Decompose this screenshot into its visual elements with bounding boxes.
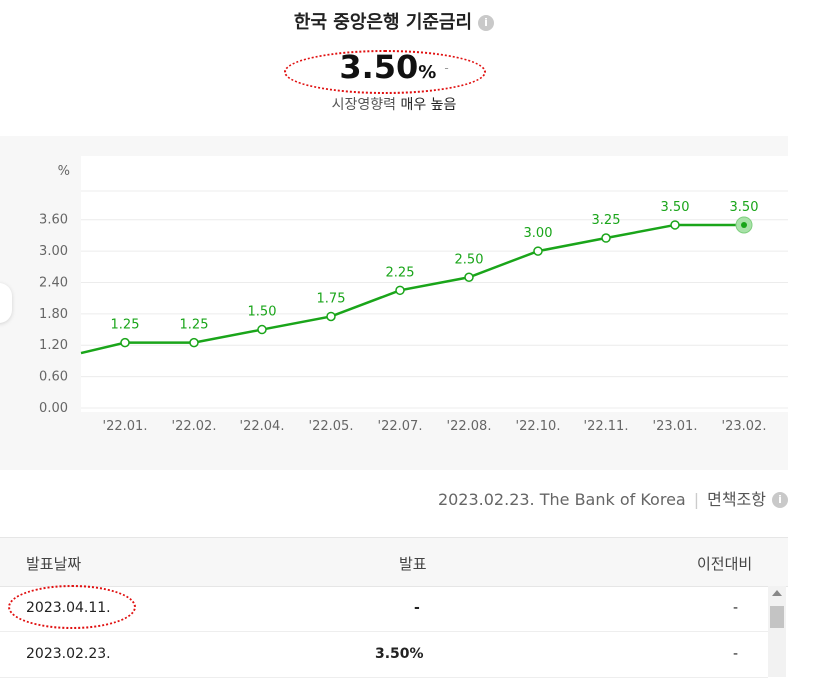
row-value: - xyxy=(414,600,420,616)
table-row[interactable]: 2023.04.11. - - xyxy=(0,586,768,632)
y-tick-label: 2.40 xyxy=(39,275,68,290)
current-rate: 3.50% - xyxy=(0,48,788,86)
header-date: 발표날짜 xyxy=(26,555,82,573)
scroll-thumb[interactable] xyxy=(770,606,784,628)
table-scrollbar[interactable] xyxy=(768,586,786,677)
x-tick-label: '22.02. xyxy=(172,419,217,434)
x-tick-label: '22.04. xyxy=(240,419,285,434)
data-point xyxy=(326,311,336,322)
disclaimer-link[interactable]: 면책조항 xyxy=(707,490,766,509)
rate-line-chart: 0.00 0.60 1.20 1.80 2.40 3.00 3.60% '22.01. '22.… xyxy=(39,156,788,434)
scroll-up-arrow-icon[interactable] xyxy=(772,590,782,596)
data-label: 1.25 xyxy=(111,318,140,333)
source-date: 2023.02.23. xyxy=(437,490,535,509)
row-value: 3.50% xyxy=(375,646,424,662)
x-tick-label: '22.10. xyxy=(516,419,561,434)
y-axis-label: % xyxy=(58,164,70,179)
y-tick-label: 3.60 xyxy=(39,213,68,228)
data-point xyxy=(601,233,611,243)
data-label: 1.75 xyxy=(317,291,346,306)
data-point xyxy=(189,337,199,348)
x-tick-label: '22.05. xyxy=(309,419,354,434)
disclaimer-info-icon[interactable]: i xyxy=(772,492,788,508)
row-date: 2023.02.23. xyxy=(26,646,111,662)
table-header: 발표날짜 발표 이전대비 xyxy=(0,537,788,587)
x-tick-label: '22.08. xyxy=(447,419,492,434)
header-value: 발표 xyxy=(399,555,427,573)
y-tick-label: 0.00 xyxy=(39,401,68,416)
y-tick-label: 0.60 xyxy=(39,370,68,385)
data-label: 3.50 xyxy=(730,200,759,215)
rate-summary: 한국 중앙은행 기준금리 i 3.50% - 시장영향력 매우 높음 xyxy=(0,0,788,136)
data-label: 3.50 xyxy=(661,200,690,215)
page-title: 한국 중앙은행 기준금리 xyxy=(293,12,473,33)
data-point xyxy=(533,246,543,256)
y-tick-label: 1.20 xyxy=(39,338,68,353)
x-tick-label: '22.11. xyxy=(584,419,629,434)
chart-scroll-left-button[interactable] xyxy=(0,283,12,323)
x-tick-label: '23.02. xyxy=(722,419,767,434)
data-point xyxy=(670,220,680,230)
page-title-row: 한국 중앙은행 기준금리 i xyxy=(0,8,788,34)
header-change: 이전대비 xyxy=(697,555,753,573)
data-point xyxy=(395,285,405,296)
impact-level: 매우 높음 xyxy=(400,97,457,113)
data-label: 3.25 xyxy=(592,213,621,228)
data-point xyxy=(464,272,474,282)
data-label: 1.25 xyxy=(180,318,209,333)
x-tick-label: '22.07. xyxy=(378,419,423,434)
data-point xyxy=(257,324,267,335)
rate-change: - xyxy=(444,61,449,75)
data-label: 1.50 xyxy=(248,305,277,320)
source-org: The Bank of Korea xyxy=(539,490,686,509)
y-tick-label: 1.80 xyxy=(39,307,68,322)
data-label: 2.50 xyxy=(455,252,484,267)
rate-unit: % xyxy=(418,62,437,83)
impact-label: 시장영향력 xyxy=(331,97,396,113)
data-label: 3.00 xyxy=(524,226,553,241)
table-row[interactable]: 2023.02.23. 3.50% - xyxy=(0,632,768,678)
data-point xyxy=(741,221,747,228)
row-change: - xyxy=(733,600,739,616)
data-point xyxy=(120,337,130,348)
row-change: - xyxy=(733,646,739,662)
source-line: 2023.02.23. The Bank of Korea | 면책조항 i xyxy=(438,486,788,510)
x-tick-label: '22.01. xyxy=(103,419,148,434)
market-impact: 시장영향력 매우 높음 xyxy=(0,94,788,114)
x-tick-label: '23.01. xyxy=(653,419,698,434)
rate-value: 3.50 xyxy=(339,48,419,86)
info-icon[interactable]: i xyxy=(478,15,495,31)
data-label: 2.25 xyxy=(386,265,415,280)
row-date: 2023.04.11. xyxy=(26,600,111,616)
y-tick-label: 3.00 xyxy=(39,244,68,259)
source-separator: | xyxy=(693,490,700,509)
rate-chart-panel: 0.00 0.60 1.20 1.80 2.40 3.00 3.60% '22.01. '22.… xyxy=(0,136,788,470)
